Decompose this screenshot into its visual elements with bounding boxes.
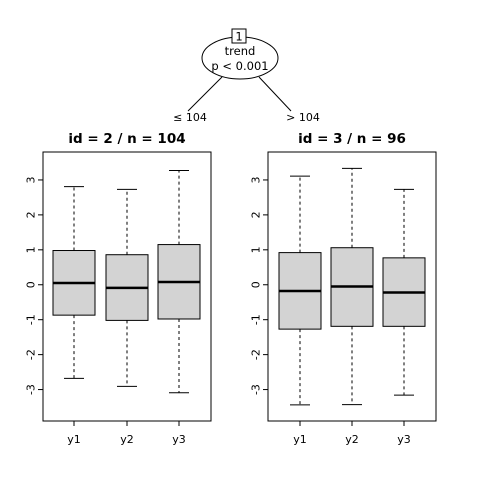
x-tick-label: y3 [397, 433, 411, 446]
y-tick-label: 2 [250, 211, 263, 218]
y-tick-label: -1 [250, 314, 263, 325]
boxplot-y1 [52, 186, 96, 379]
panel-title: id = 2 / n = 104 [68, 131, 185, 147]
root-node-id: 1 [235, 30, 242, 44]
panel-title: id = 3 / n = 96 [298, 131, 406, 147]
y-tick-label: -2 [25, 349, 38, 360]
terminal-node-3-panel: id = 3 / n = 96 -3 -2 -1 0 1 2 3 y1 y2 y3 [250, 131, 437, 446]
x-tick-label: y2 [345, 433, 359, 446]
root-node-variable: trend [225, 44, 256, 58]
y-tick-label: 0 [25, 281, 38, 288]
y-tick-label: -2 [250, 349, 263, 360]
edge-right-label: > 104 [286, 111, 320, 124]
y-tick-label: 1 [250, 246, 263, 253]
y-tick-label: 2 [25, 211, 38, 218]
root-node-pvalue: p < 0.001 [211, 59, 268, 73]
y-tick-label: 0 [250, 281, 263, 288]
y-tick-label: 3 [25, 176, 38, 183]
terminal-node-2-panel: id = 2 / n = 104 -3 -2 -1 0 1 2 3 y1 y2 y3 [25, 131, 212, 446]
y-tick-label: -3 [250, 384, 263, 395]
boxplot-y3 [157, 170, 201, 394]
boxplot-y3 [382, 188, 426, 396]
boxplot-y2 [105, 188, 149, 387]
x-tick-label: y3 [172, 433, 186, 446]
edge-right-line [258, 76, 292, 112]
x-tick-label: y2 [120, 433, 134, 446]
boxplot-y1 [278, 175, 322, 406]
tree-root-node: 1 trend p < 0.001 [201, 28, 279, 80]
root-node-id-box [231, 28, 247, 44]
y-tick-label: -1 [25, 314, 38, 325]
x-tick-label: y1 [67, 433, 81, 446]
edge-left-line [187, 76, 223, 112]
y-tick-label: 3 [250, 176, 263, 183]
y-tick-label: -3 [25, 384, 38, 395]
x-tick-label: y1 [293, 433, 307, 446]
edge-left-label: ≤ 104 [173, 111, 207, 124]
y-tick-label: 1 [25, 246, 38, 253]
boxplot-y2 [330, 167, 374, 406]
